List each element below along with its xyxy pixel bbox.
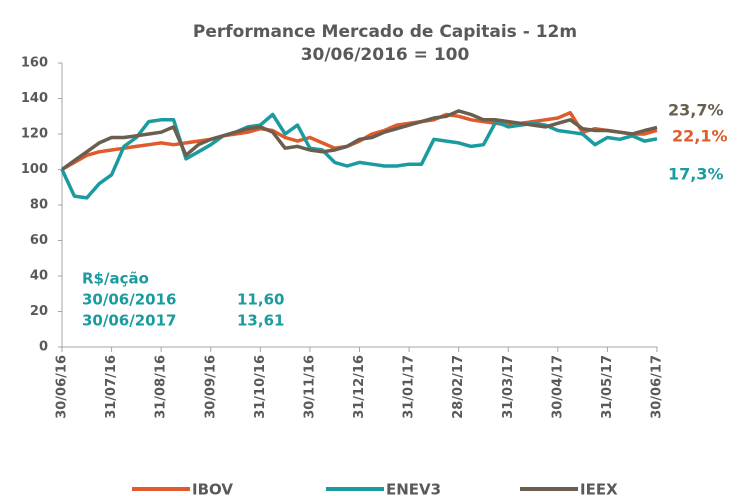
chart-subtitle: 30/06/2016 = 100: [301, 45, 470, 65]
y-tick-label: 20: [30, 304, 48, 319]
x-tick-label: 30/09/16: [203, 355, 218, 419]
x-tick-label: 30/06/17: [650, 355, 665, 419]
y-tick-label: 140: [21, 91, 48, 106]
end-annotation: 23,7%: [668, 101, 724, 120]
chart-title: Performance Mercado de Capitais - 12m: [193, 22, 577, 42]
x-tick-label: 31/01/17: [402, 355, 417, 419]
x-tick-label: 31/12/16: [352, 355, 367, 419]
legend-label: IBOV: [192, 481, 233, 496]
x-tick-label: 31/03/17: [501, 355, 516, 419]
note-date: 30/06/2016: [82, 291, 176, 309]
series-line: [60, 112, 658, 200]
y-tick-label: 80: [30, 198, 48, 213]
end-annotation: 17,3%: [668, 165, 724, 184]
note-date: 30/06/2017: [82, 312, 176, 330]
y-tick-label: 160: [21, 56, 48, 71]
note-price: 11,60: [237, 291, 284, 309]
x-tick-label: 31/05/17: [600, 355, 615, 419]
x-tick-label: 31/10/16: [253, 355, 268, 419]
legend-label: IEEX: [580, 481, 618, 496]
x-tick-label: 30/11/16: [302, 355, 317, 419]
x-tick-label: 30/06/16: [55, 355, 70, 419]
note-price: 13,61: [237, 312, 284, 330]
y-tick-label: 0: [39, 340, 48, 355]
series-line: [60, 109, 658, 171]
y-tick-label: 60: [30, 233, 48, 248]
x-tick-label: 30/04/17: [550, 355, 565, 419]
x-tick-label: 28/02/17: [451, 355, 466, 419]
y-tick-label: 100: [21, 162, 48, 177]
x-tick-label: 31/07/16: [104, 355, 119, 419]
legend-label: ENEV3: [386, 481, 441, 496]
note-title: R$/ação: [82, 270, 149, 288]
x-tick-label: 31/08/16: [154, 355, 169, 419]
end-annotation: 22,1%: [672, 127, 728, 146]
y-tick-label: 120: [21, 127, 48, 142]
y-tick-label: 40: [30, 269, 48, 284]
